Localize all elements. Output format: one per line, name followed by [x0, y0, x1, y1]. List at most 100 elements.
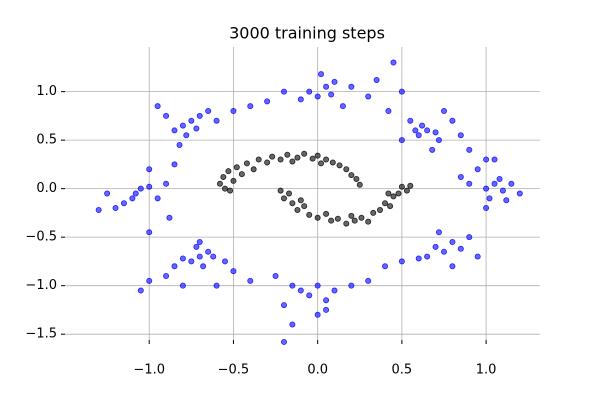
- point: [348, 172, 355, 179]
- point: [474, 166, 481, 173]
- point: [382, 200, 389, 207]
- point: [225, 168, 232, 175]
- point: [243, 160, 250, 167]
- point: [289, 282, 296, 289]
- point: [516, 190, 523, 197]
- point: [318, 71, 325, 78]
- point: [301, 150, 308, 157]
- point: [331, 78, 338, 85]
- point: [385, 108, 392, 115]
- point: [323, 156, 330, 163]
- point: [306, 88, 313, 95]
- point: [306, 292, 313, 299]
- point: [179, 122, 186, 129]
- point: [289, 200, 296, 207]
- point: [238, 171, 245, 178]
- point: [289, 158, 296, 165]
- point: [183, 132, 190, 139]
- point: [435, 137, 442, 144]
- point: [334, 215, 341, 222]
- point: [247, 103, 254, 110]
- point: [483, 156, 490, 163]
- point: [323, 306, 330, 313]
- point: [196, 253, 203, 260]
- point: [280, 338, 287, 345]
- point: [398, 258, 405, 265]
- point: [146, 166, 153, 173]
- point: [398, 88, 405, 95]
- point: [205, 248, 212, 255]
- point: [486, 195, 493, 202]
- point: [222, 185, 229, 192]
- point: [171, 127, 178, 134]
- point: [255, 156, 262, 163]
- point: [403, 187, 410, 194]
- point: [449, 117, 456, 124]
- point: [188, 258, 195, 265]
- point: [323, 210, 330, 217]
- point: [329, 159, 336, 166]
- point: [230, 268, 237, 275]
- point: [339, 103, 346, 110]
- point: [277, 156, 284, 163]
- point: [196, 239, 203, 246]
- point: [419, 122, 426, 129]
- point: [264, 159, 271, 166]
- chart-title: 3000 training steps: [229, 24, 385, 43]
- x-tick-label: 1.0: [476, 363, 497, 378]
- point: [146, 183, 153, 190]
- point: [440, 248, 447, 255]
- point: [496, 175, 503, 182]
- point: [466, 146, 473, 153]
- point: [306, 211, 313, 218]
- point: [314, 93, 321, 100]
- point: [216, 180, 223, 187]
- point: [376, 206, 383, 213]
- point: [179, 255, 186, 262]
- point: [230, 177, 237, 184]
- point: [314, 311, 321, 318]
- point: [272, 272, 279, 279]
- point: [233, 164, 240, 171]
- point: [407, 117, 414, 124]
- point: [297, 96, 304, 103]
- point: [205, 108, 212, 115]
- point: [331, 287, 338, 294]
- point: [429, 146, 436, 153]
- point: [301, 203, 308, 210]
- point: [171, 263, 178, 270]
- point: [398, 137, 405, 144]
- point: [120, 200, 127, 207]
- point: [137, 287, 144, 294]
- point: [415, 132, 422, 139]
- point: [289, 321, 296, 328]
- x-tick-label: 0.5: [392, 363, 413, 378]
- point: [440, 108, 447, 115]
- point: [210, 253, 217, 260]
- point: [328, 217, 335, 224]
- point: [457, 245, 464, 252]
- point: [343, 220, 350, 227]
- point: [412, 127, 419, 134]
- point: [348, 212, 355, 219]
- point: [365, 277, 372, 284]
- point: [166, 214, 173, 221]
- point: [154, 103, 161, 110]
- point: [171, 161, 178, 168]
- point: [407, 182, 414, 189]
- points: [95, 59, 523, 345]
- point: [314, 214, 321, 221]
- point: [104, 190, 111, 197]
- point: [499, 187, 506, 194]
- point: [227, 187, 234, 194]
- point: [163, 180, 170, 187]
- point: [284, 151, 291, 158]
- point: [491, 156, 498, 163]
- point: [483, 205, 490, 212]
- point: [146, 229, 153, 236]
- point: [154, 195, 161, 202]
- point: [163, 272, 170, 279]
- point: [508, 180, 515, 187]
- point: [112, 205, 119, 212]
